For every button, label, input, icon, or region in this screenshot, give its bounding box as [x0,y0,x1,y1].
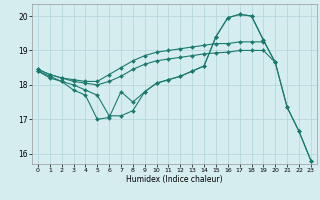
X-axis label: Humidex (Indice chaleur): Humidex (Indice chaleur) [126,175,223,184]
